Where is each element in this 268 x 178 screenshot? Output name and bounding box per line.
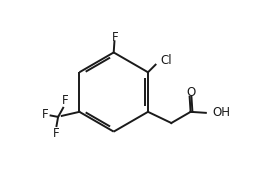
Text: F: F [53,127,59,140]
Text: OH: OH [212,106,230,119]
Text: O: O [186,86,195,99]
Text: F: F [62,94,69,107]
Text: F: F [111,31,118,44]
Text: Cl: Cl [161,54,172,67]
Text: F: F [42,108,48,121]
